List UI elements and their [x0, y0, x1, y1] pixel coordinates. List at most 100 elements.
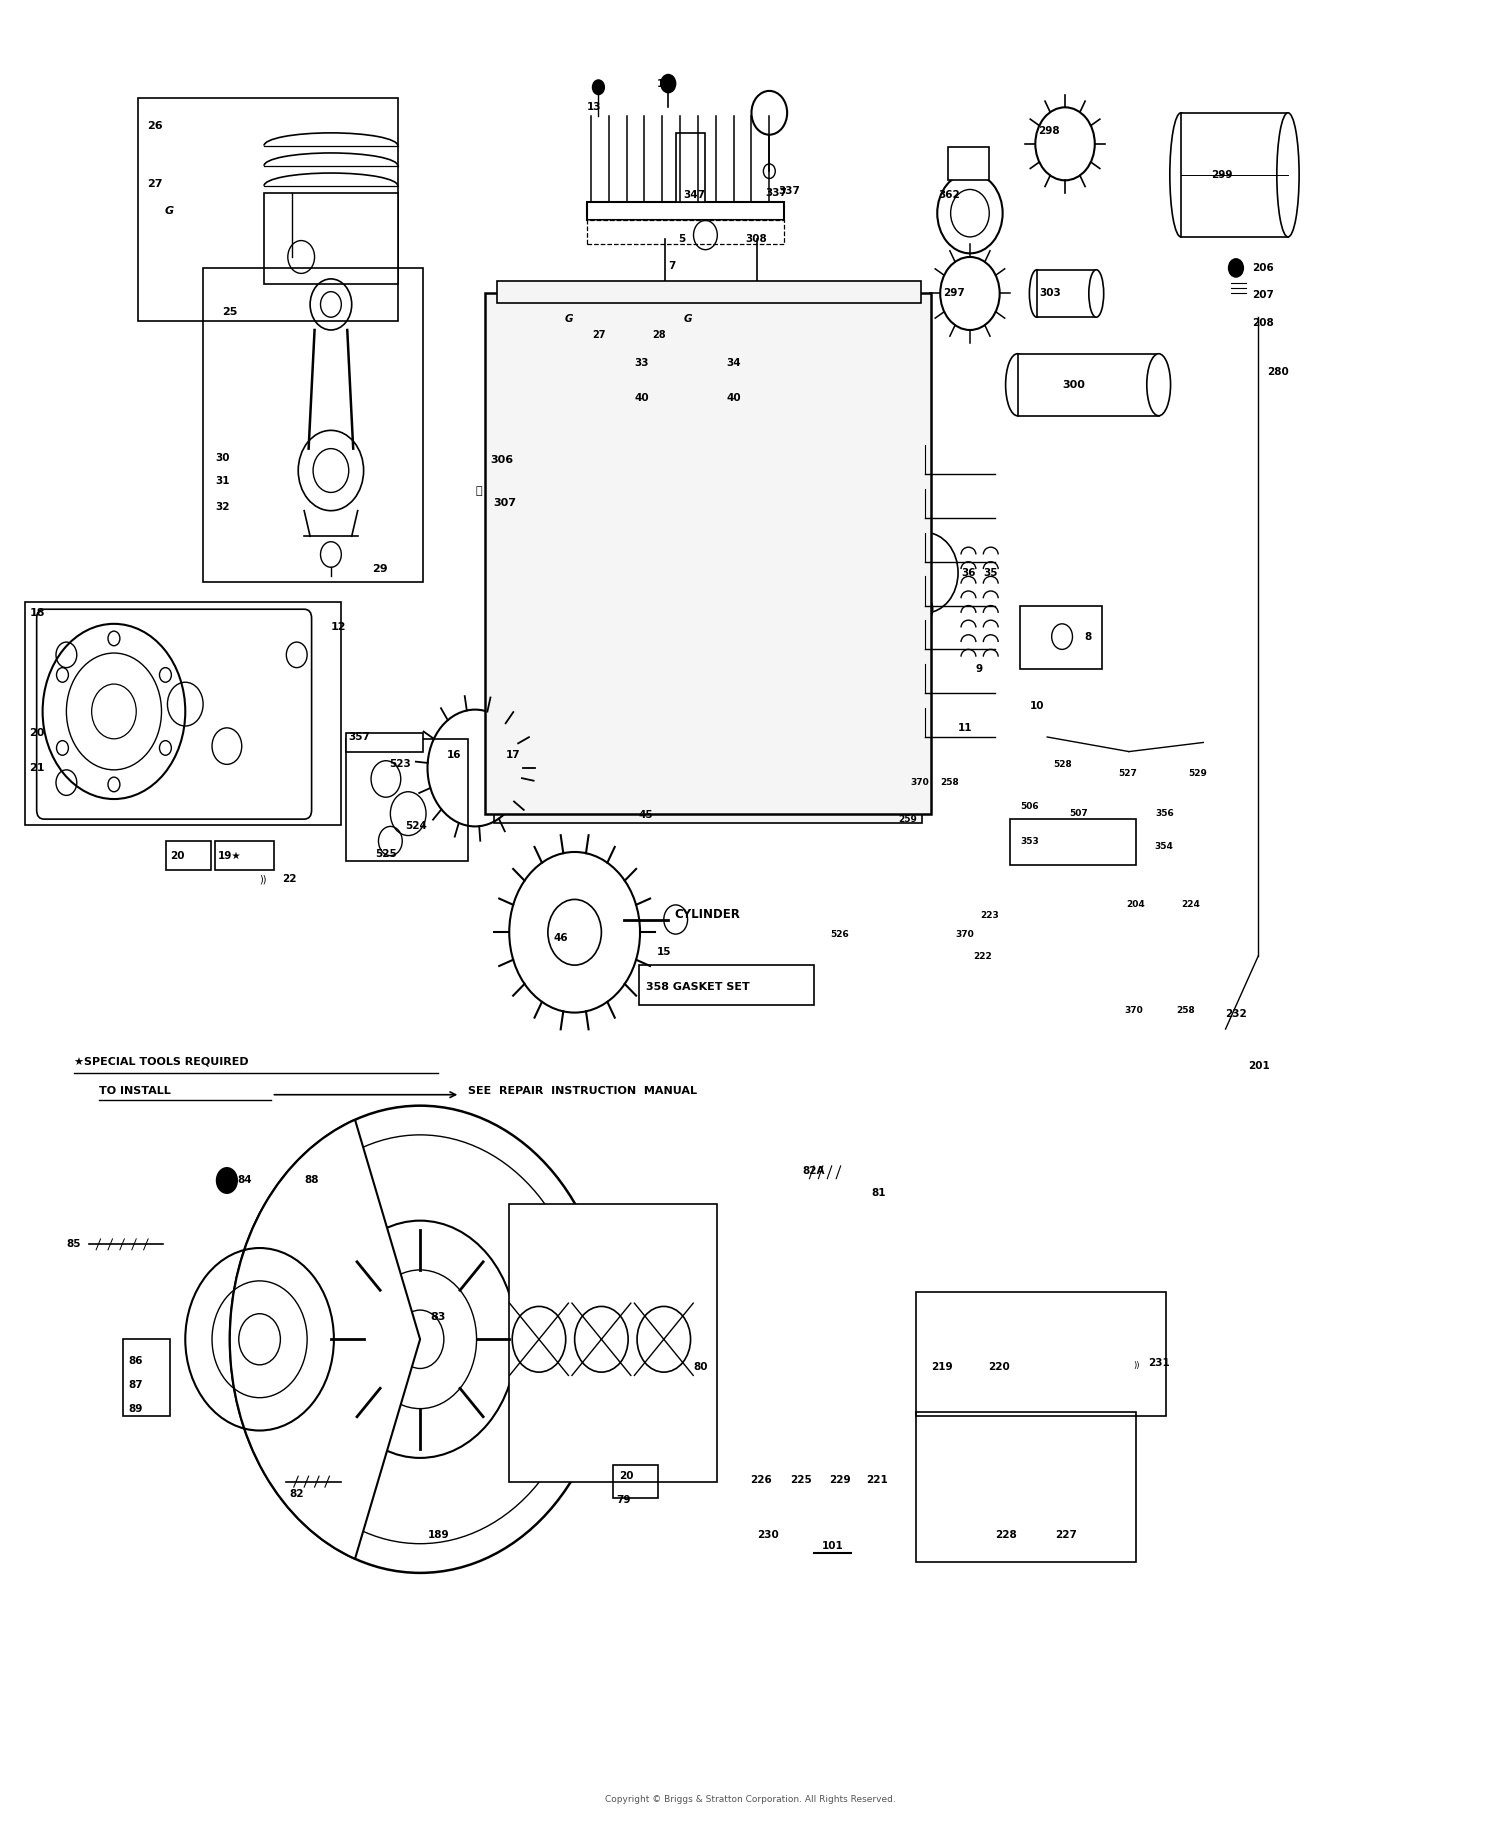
Bar — [1010, 818, 1137, 864]
Bar — [1180, 112, 1288, 237]
Text: 362: 362 — [939, 189, 960, 200]
Bar — [632, 346, 690, 386]
Text: 16: 16 — [447, 750, 462, 760]
Text: 307: 307 — [494, 498, 516, 508]
Text: 300: 300 — [1062, 379, 1084, 390]
Text: 220: 220 — [988, 1361, 1010, 1372]
Text: G: G — [165, 206, 174, 217]
Bar — [1036, 270, 1096, 316]
Text: 28: 28 — [652, 331, 666, 340]
Text: CYLINDER: CYLINDER — [674, 907, 740, 921]
Circle shape — [216, 1168, 237, 1194]
Text: 228: 228 — [994, 1530, 1017, 1539]
Circle shape — [592, 79, 604, 94]
Text: 298: 298 — [1038, 127, 1060, 136]
Text: 12: 12 — [332, 622, 346, 633]
Text: 226: 226 — [750, 1475, 771, 1484]
Bar — [26, 601, 342, 824]
Text: 27: 27 — [592, 331, 606, 340]
Text: 337: 337 — [778, 186, 800, 197]
Text: 229: 229 — [830, 1475, 850, 1484]
Text: 524: 524 — [405, 822, 427, 831]
Text: 14: 14 — [657, 79, 670, 88]
Text: G: G — [564, 314, 573, 324]
Text: )): )) — [1134, 1361, 1140, 1370]
Text: 258: 258 — [940, 778, 958, 787]
Text: Copyright © Briggs & Stratton Corporation. All Rights Reserved.: Copyright © Briggs & Stratton Corporatio… — [604, 1795, 896, 1804]
Text: 221: 221 — [865, 1475, 888, 1484]
Bar — [346, 739, 468, 861]
Text: 370: 370 — [910, 778, 928, 787]
Text: 20: 20 — [28, 728, 45, 737]
Ellipse shape — [670, 313, 682, 329]
Text: 20: 20 — [620, 1471, 633, 1480]
Bar — [264, 193, 398, 285]
Bar — [916, 1412, 1137, 1561]
Text: 25: 25 — [222, 307, 238, 316]
Bar — [614, 1466, 658, 1499]
FancyBboxPatch shape — [36, 609, 312, 818]
Bar — [202, 268, 423, 581]
Text: 31: 31 — [214, 476, 230, 487]
Text: 204: 204 — [1126, 901, 1144, 910]
Wedge shape — [230, 1120, 420, 1559]
Text: 306: 306 — [490, 454, 513, 465]
Text: 21: 21 — [28, 763, 45, 772]
Text: 17: 17 — [507, 750, 520, 760]
Bar — [498, 281, 921, 303]
Text: 40: 40 — [634, 392, 648, 403]
Text: G: G — [682, 314, 692, 324]
Bar — [586, 202, 784, 221]
Text: 8: 8 — [1084, 631, 1092, 642]
Bar — [646, 316, 717, 349]
Text: 353: 353 — [1020, 837, 1040, 846]
Text: 230: 230 — [758, 1530, 778, 1539]
Text: 79: 79 — [616, 1495, 630, 1504]
Text: 308: 308 — [746, 234, 768, 245]
Text: 29: 29 — [372, 565, 388, 574]
Text: 82A: 82A — [802, 1166, 825, 1177]
Text: 224: 224 — [1180, 901, 1200, 910]
Text: 9: 9 — [976, 664, 982, 675]
Text: 20: 20 — [171, 851, 184, 861]
Text: 13: 13 — [586, 103, 602, 112]
Text: 34: 34 — [726, 359, 741, 368]
Ellipse shape — [1005, 353, 1029, 416]
Ellipse shape — [1089, 270, 1104, 316]
Ellipse shape — [744, 351, 771, 364]
Bar — [916, 1291, 1166, 1416]
Text: 303: 303 — [1040, 289, 1062, 298]
Text: 32: 32 — [214, 502, 230, 511]
Text: 18: 18 — [28, 609, 45, 618]
Bar — [948, 147, 990, 180]
Text: 223: 223 — [981, 912, 999, 920]
Text: 208: 208 — [1252, 318, 1274, 327]
Bar — [723, 346, 783, 386]
Text: 88: 88 — [304, 1175, 318, 1186]
Text: 86: 86 — [129, 1355, 144, 1366]
Ellipse shape — [1029, 270, 1044, 316]
Text: 529: 529 — [1188, 769, 1208, 778]
Text: 206: 206 — [1252, 263, 1274, 272]
Text: 219: 219 — [932, 1361, 952, 1372]
Text: 507: 507 — [1070, 809, 1089, 818]
Text: 5: 5 — [678, 234, 686, 245]
Circle shape — [509, 851, 640, 1013]
Text: 19★: 19★ — [217, 851, 242, 861]
Text: 80: 80 — [693, 1361, 708, 1372]
Text: 33: 33 — [634, 359, 648, 368]
Text: 370: 370 — [1125, 1006, 1143, 1015]
Bar — [486, 294, 932, 813]
Text: 45: 45 — [639, 811, 652, 820]
Text: 10: 10 — [1029, 701, 1044, 712]
Bar — [346, 734, 423, 752]
Text: 189: 189 — [427, 1530, 448, 1539]
Text: 523: 523 — [388, 760, 411, 769]
Text: 259: 259 — [898, 815, 918, 824]
Text: 354: 354 — [1154, 842, 1173, 851]
Text: ⦾: ⦾ — [476, 485, 482, 497]
Text: 40: 40 — [726, 392, 741, 403]
Bar — [639, 965, 815, 1006]
Text: 506: 506 — [1020, 802, 1040, 811]
Bar — [1020, 605, 1102, 669]
